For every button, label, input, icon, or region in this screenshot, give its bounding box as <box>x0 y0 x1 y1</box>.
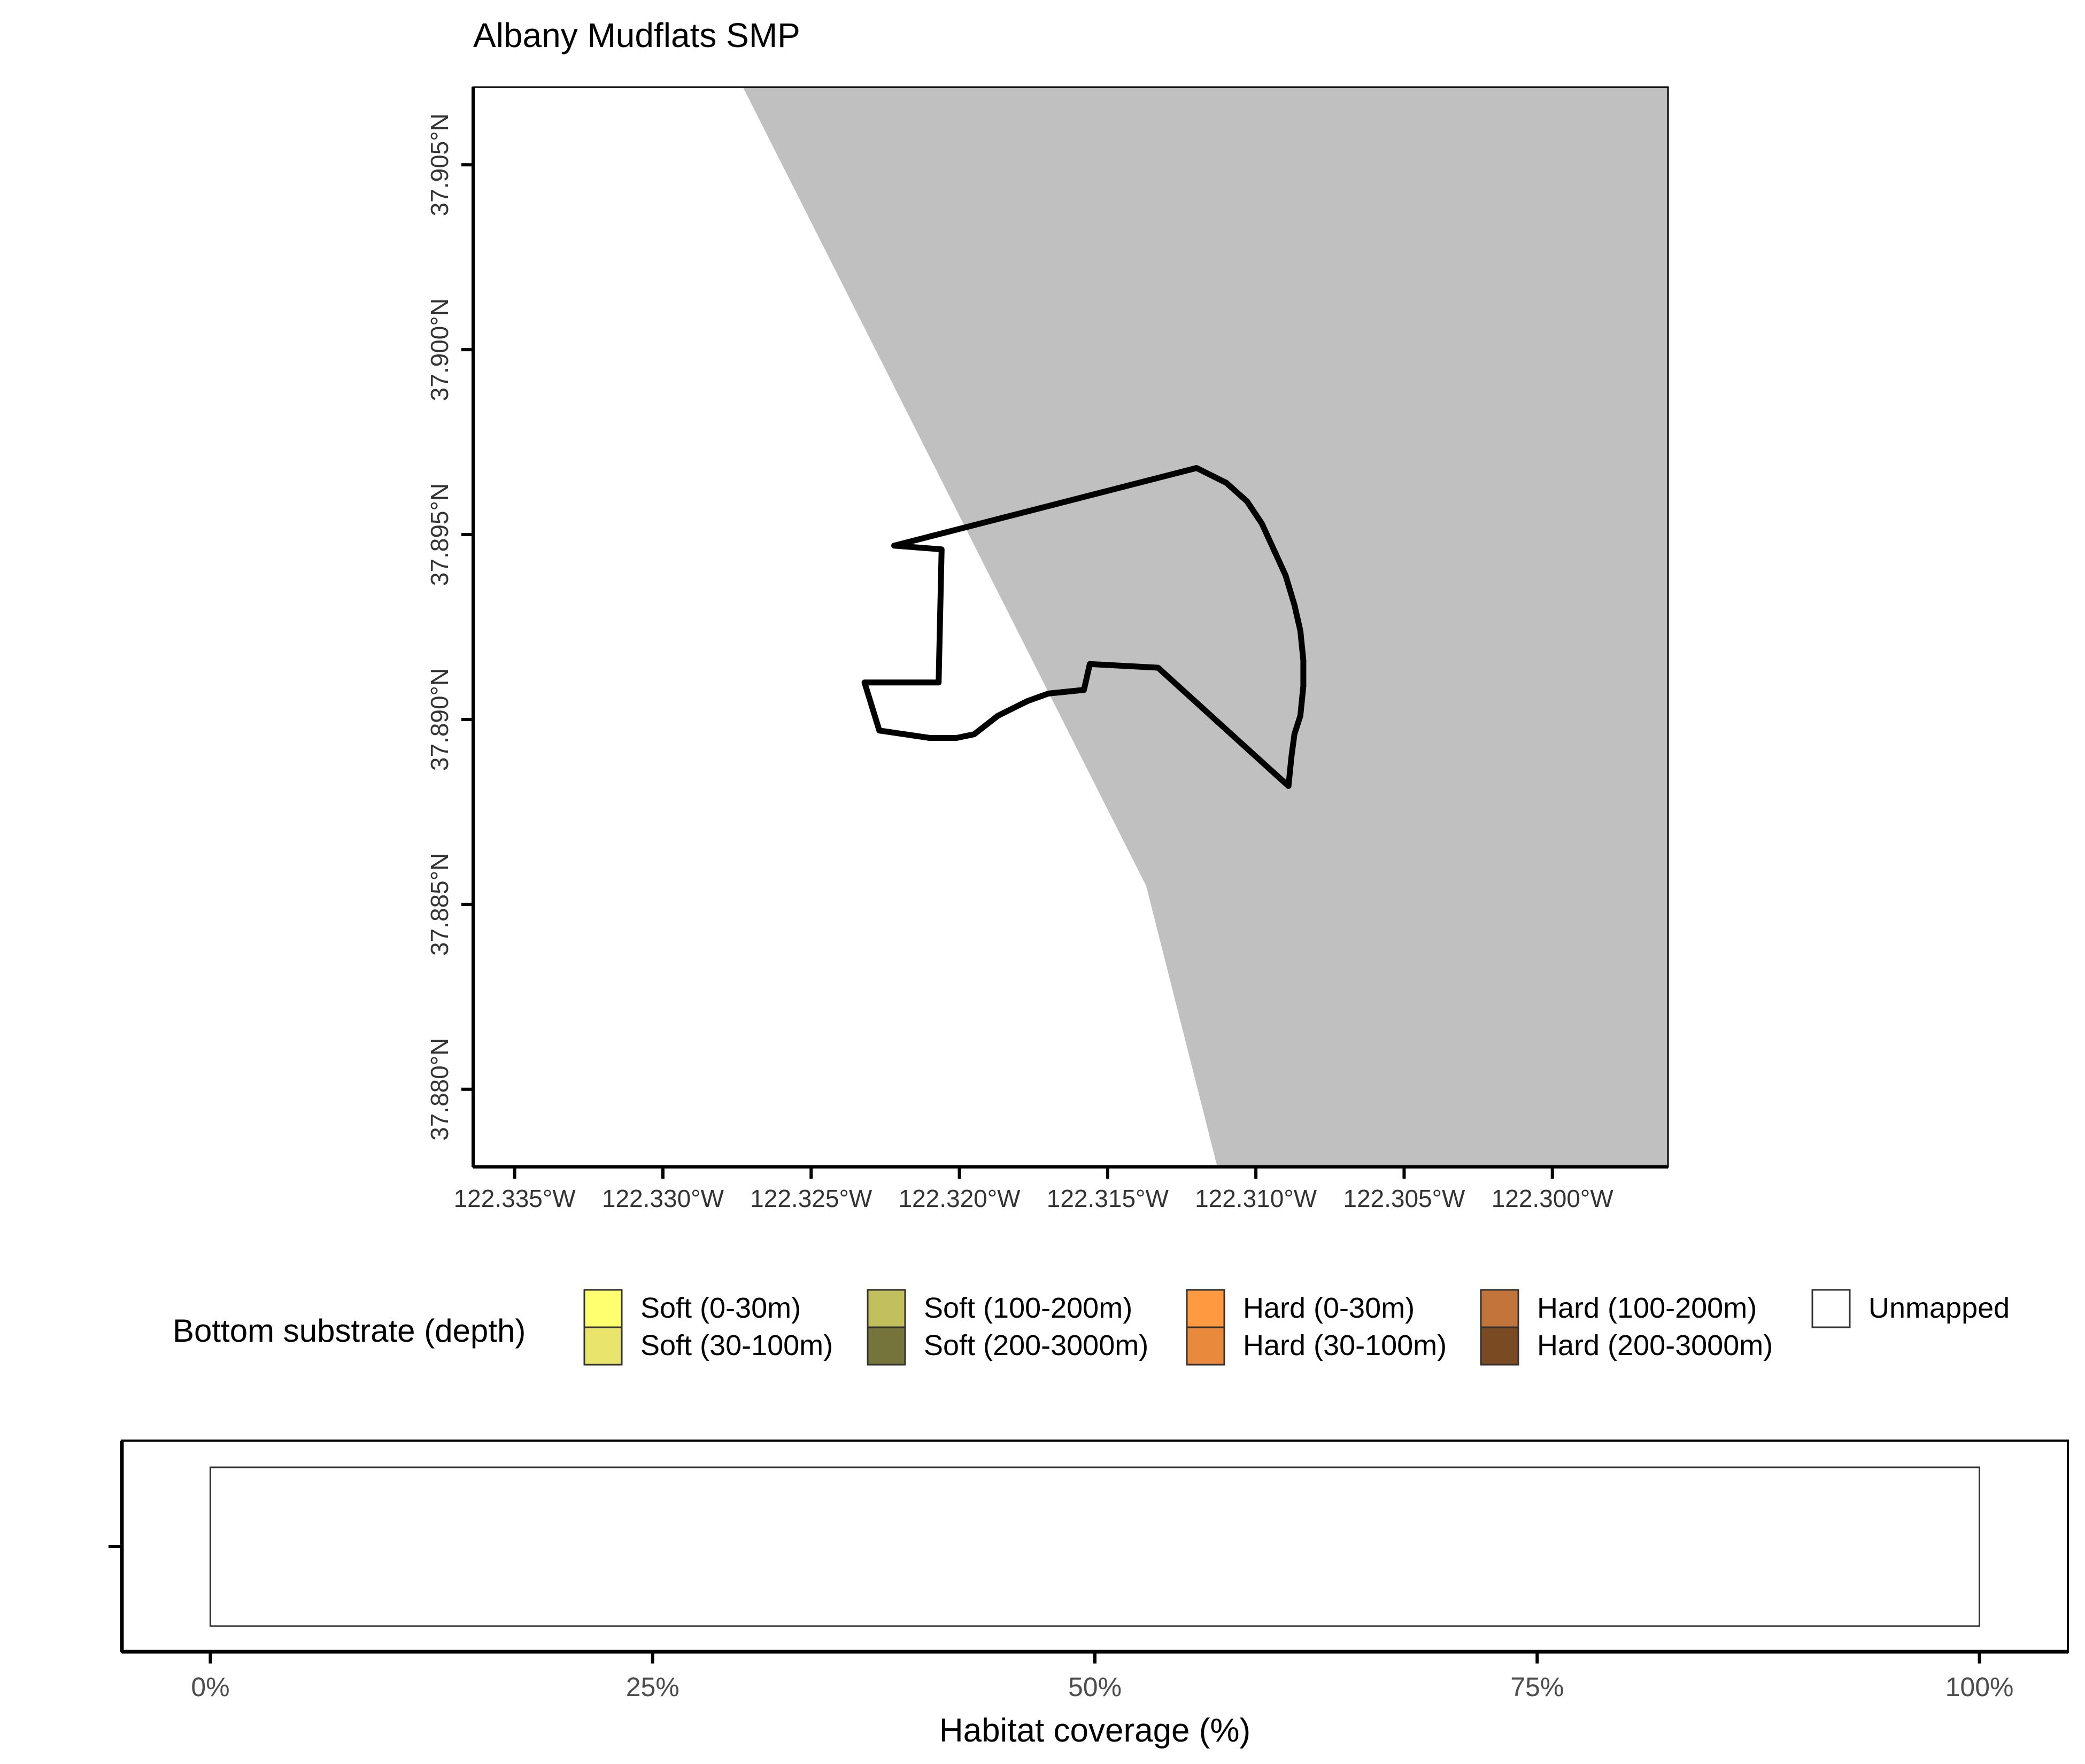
map-y-tick-label: 37.880°N <box>426 1038 453 1141</box>
legend-items: Soft (0-30m) Soft (30-100m) Soft (100-200m… <box>583 1289 2010 1366</box>
legend-swatch <box>1186 1326 1225 1366</box>
map-panel: Albany Mudflats SMP 122.335°W 122.330°W 12… <box>426 16 1669 1212</box>
legend-swatch <box>867 1289 906 1328</box>
legend-swatch <box>583 1326 623 1366</box>
coverage-x-tick-label: 0% <box>191 1672 229 1702</box>
coverage-bars <box>209 1466 1981 1627</box>
map-x-tick-label: 122.320°W <box>898 1185 1021 1212</box>
legend-swatch <box>1480 1326 1519 1366</box>
legend-item-label: Hard (200-3000m) <box>1537 1329 1773 1361</box>
legend-swatch <box>1186 1289 1225 1328</box>
coverage-chart: 0% 25% 50% 75% 100% Habitat coverage (%) <box>109 1440 2069 1749</box>
smp-boundary-outline <box>861 465 1307 789</box>
map-x-tick-label: 122.305°W <box>1343 1185 1465 1212</box>
map-title: Albany Mudflats SMP <box>473 16 800 55</box>
legend-swatch <box>583 1289 623 1328</box>
map-y-tick-label: 37.895°N <box>426 483 453 586</box>
map-x-tick-label: 122.325°W <box>750 1185 872 1212</box>
map-x-ticks: 122.335°W 122.330°W 122.325°W 122.320°W 122.… <box>454 1167 1614 1212</box>
map-y-tick-label: 37.890°N <box>426 668 453 771</box>
legend-item-label: Hard (0-30m) <box>1243 1292 1415 1324</box>
legend-item-label: Soft (30-100m) <box>640 1329 833 1361</box>
legend-item-label: Soft (0-30m) <box>640 1292 801 1324</box>
legend-item-label: Unmapped <box>1868 1292 2010 1324</box>
legend-swatch <box>1480 1289 1519 1328</box>
map-x-tick-label: 122.315°W <box>1047 1185 1169 1212</box>
coverage-x-tick-label: 50% <box>1068 1672 1122 1702</box>
map-y-tick-label: 37.885°N <box>426 853 453 956</box>
map-y-ticks: 37.905°N 37.900°N 37.895°N 37.890°N 37.885°N… <box>426 113 473 1141</box>
legend-item-label: Soft (100-200m) <box>924 1292 1132 1324</box>
map-x-tick-label: 122.330°W <box>602 1185 724 1212</box>
legend: Bottom substrate (depth) Soft (0-30m)Sof… <box>173 1289 2010 1366</box>
coverage-bar-segment <box>209 1466 1981 1627</box>
map-y-tick-label: 37.905°N <box>426 113 453 216</box>
map-x-tick-label: 122.300°W <box>1492 1185 1614 1212</box>
map-y-tick-label: 37.900°N <box>426 298 453 401</box>
legend-title: Bottom substrate (depth) <box>173 1313 526 1349</box>
legend-swatch <box>867 1326 906 1366</box>
coverage-x-tick-label: 100% <box>1945 1672 2014 1702</box>
land-polygon <box>743 87 1668 1167</box>
coverage-x-axis-label: Habitat coverage (%) <box>939 1712 1250 1749</box>
map-x-tick-label: 122.335°W <box>454 1185 576 1212</box>
coverage-x-tick-label: 75% <box>1510 1672 1564 1702</box>
legend-swatch <box>1811 1289 1851 1328</box>
map-x-tick-label: 122.310°W <box>1195 1185 1317 1212</box>
coverage-x-tick-label: 25% <box>626 1672 679 1702</box>
coverage-x-ticks: 0% 25% 50% 75% 100% <box>191 1652 2013 1702</box>
legend-item-label: Hard (30-100m) <box>1243 1329 1447 1361</box>
legend-item-label: Hard (100-200m) <box>1537 1292 1757 1324</box>
map-plot-area <box>472 86 1669 1168</box>
legend-item-label: Soft (200-3000m) <box>924 1329 1148 1361</box>
